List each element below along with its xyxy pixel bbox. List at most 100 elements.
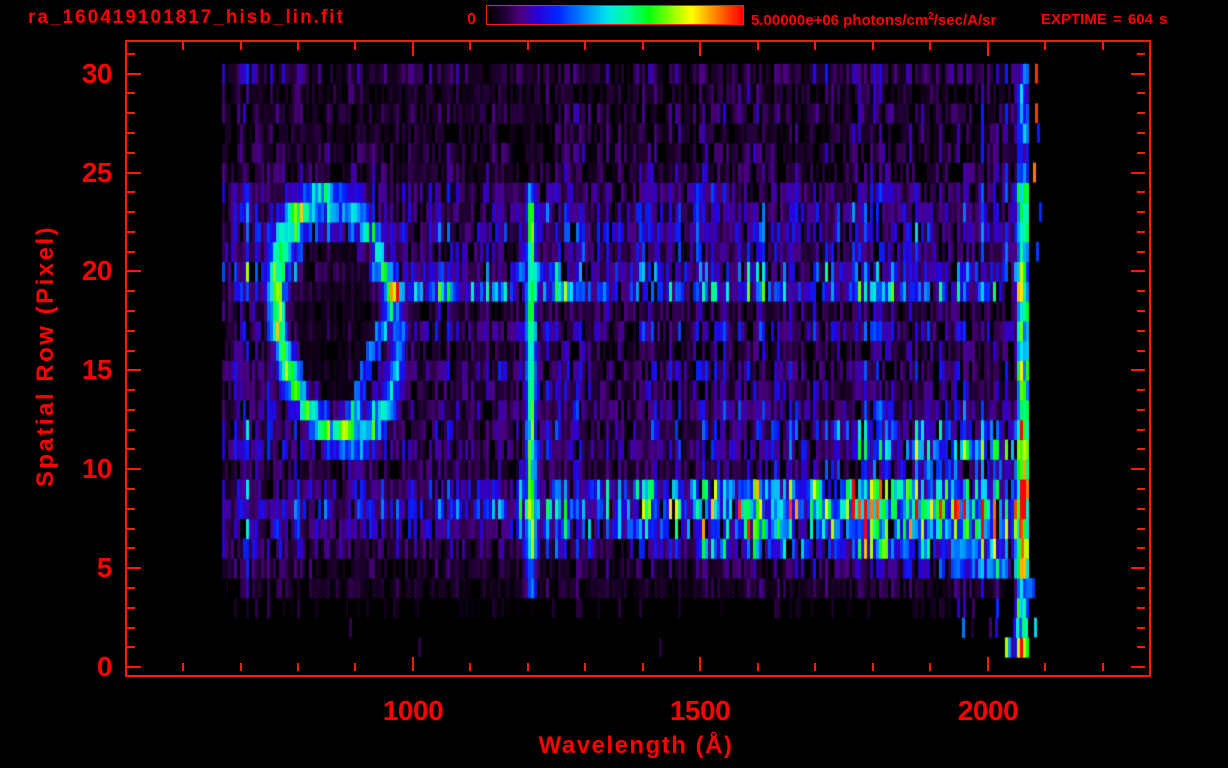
axis-tick xyxy=(469,42,471,50)
axis-tick xyxy=(699,42,701,56)
y-tick-label: 15 xyxy=(81,354,113,385)
colorbar-units-tail: /sec/A/sr xyxy=(933,12,997,29)
axis-tick xyxy=(127,607,135,609)
axis-tick xyxy=(527,42,529,50)
axis-tick xyxy=(127,330,135,332)
axis-tick xyxy=(584,663,586,671)
axis-tick xyxy=(127,646,135,648)
axis-tick xyxy=(1137,350,1145,352)
axis-tick xyxy=(1137,191,1145,193)
axis-tick xyxy=(1137,409,1145,411)
axis-tick xyxy=(297,663,299,671)
colorbar-max-value: 5.00000e+06 photons/cm xyxy=(751,12,929,29)
x-tick-label: 2000 xyxy=(957,695,1019,726)
axis-tick xyxy=(127,211,135,213)
colorbar-max-label: 5.00000e+06 photons/cm2/sec/A/sr xyxy=(751,11,996,29)
axis-tick xyxy=(987,42,989,56)
axis-tick xyxy=(127,231,135,233)
axis-tick xyxy=(127,270,141,272)
axis-tick xyxy=(872,42,874,50)
axis-tick xyxy=(1137,211,1145,213)
axis-tick xyxy=(127,112,135,114)
axis-tick xyxy=(297,42,299,50)
filename-title: ra_160419101817_hisb_lin.fit xyxy=(28,7,345,28)
axis-tick xyxy=(1137,488,1145,490)
axis-tick xyxy=(127,488,135,490)
axis-tick xyxy=(642,663,644,671)
axis-tick xyxy=(1137,112,1145,114)
axis-tick xyxy=(1131,666,1145,668)
axis-tick xyxy=(1131,270,1145,272)
axis-tick xyxy=(127,547,135,549)
axis-tick xyxy=(127,409,135,411)
axis-tick xyxy=(127,468,141,470)
axis-tick xyxy=(240,42,242,50)
axis-tick xyxy=(469,663,471,671)
axis-tick xyxy=(1137,429,1145,431)
axis-tick xyxy=(127,152,135,154)
axis-tick xyxy=(127,251,135,253)
y-tick-label: 0 xyxy=(96,651,113,682)
axis-tick xyxy=(1137,92,1145,94)
axis-tick xyxy=(814,42,816,50)
axis-tick xyxy=(814,663,816,671)
axis-tick xyxy=(1137,646,1145,648)
axis-tick xyxy=(1137,607,1145,609)
x-axis-title: Wavelength (Å) xyxy=(538,732,734,759)
y-tick-label: 20 xyxy=(81,255,113,286)
axis-tick xyxy=(642,42,644,50)
axis-tick xyxy=(127,389,135,391)
axis-tick xyxy=(127,132,135,134)
axis-tick xyxy=(872,663,874,671)
axis-tick xyxy=(127,350,135,352)
axis-tick xyxy=(929,663,931,671)
axis-tick xyxy=(1137,528,1145,530)
axis-tick xyxy=(1137,310,1145,312)
axis-tick xyxy=(127,172,141,174)
axis-tick xyxy=(127,666,141,668)
axis-tick xyxy=(182,663,184,671)
axis-tick xyxy=(699,657,701,671)
axis-tick xyxy=(127,92,135,94)
axis-tick xyxy=(127,528,135,530)
axis-tick xyxy=(1044,663,1046,671)
axis-tick xyxy=(1137,152,1145,154)
exptime-label: EXPTIME = 604 s xyxy=(1041,11,1168,28)
axis-tick xyxy=(929,42,931,50)
axis-tick xyxy=(1131,567,1145,569)
y-tick-label: 25 xyxy=(81,157,113,188)
y-tick-label: 10 xyxy=(81,453,113,484)
colorbar-gradient xyxy=(486,5,744,25)
axis-tick xyxy=(1137,627,1145,629)
axis-tick xyxy=(240,663,242,671)
axis-tick xyxy=(1137,547,1145,549)
axis-tick xyxy=(1131,369,1145,371)
axis-tick xyxy=(354,42,356,50)
axis-tick xyxy=(757,663,759,671)
axis-tick xyxy=(127,191,135,193)
axis-tick xyxy=(127,627,135,629)
axis-tick xyxy=(987,657,989,671)
axis-tick xyxy=(127,567,141,569)
axis-tick xyxy=(412,657,414,671)
axis-tick xyxy=(1131,172,1145,174)
axis-tick xyxy=(127,53,135,55)
axis-tick xyxy=(527,663,529,671)
axis-tick xyxy=(127,290,135,292)
y-tick-label: 30 xyxy=(81,58,113,89)
colorbar-units-superscript: 2 xyxy=(928,11,934,22)
axis-tick xyxy=(127,73,141,75)
x-tick-label: 1000 xyxy=(382,695,444,726)
axis-tick xyxy=(1137,290,1145,292)
axis-tick xyxy=(127,448,135,450)
axis-tick xyxy=(757,42,759,50)
axis-tick xyxy=(1137,448,1145,450)
spectrogram-heatmap xyxy=(127,42,1145,671)
plot-frame xyxy=(125,40,1151,677)
axis-tick xyxy=(1137,251,1145,253)
axis-tick xyxy=(584,42,586,50)
axis-tick xyxy=(182,42,184,50)
colorbar-min-label: 0 xyxy=(467,11,476,28)
x-tick-label: 1500 xyxy=(669,695,731,726)
